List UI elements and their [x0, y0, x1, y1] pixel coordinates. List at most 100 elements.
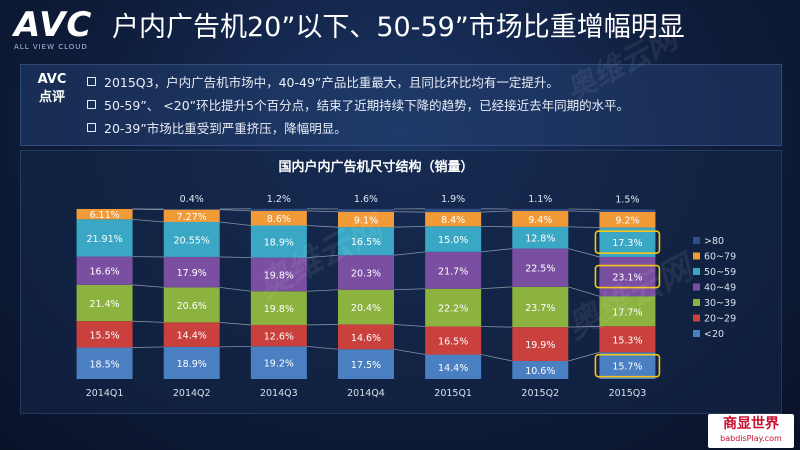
data-label: 23.1%	[612, 273, 642, 284]
footer-logo-main: 商显世界	[723, 416, 779, 432]
data-label: 15.5%	[89, 330, 119, 341]
x-tick-label: 2015Q3	[609, 388, 647, 399]
data-label: 7.27%	[177, 212, 207, 223]
legend-label: 50~59	[704, 267, 736, 278]
legend-label: <20	[704, 329, 724, 340]
bar-segment	[512, 286, 569, 328]
bar-segment	[512, 209, 569, 211]
connector-line	[306, 289, 339, 292]
data-label: 15.3%	[612, 335, 642, 346]
bar-segment	[512, 360, 569, 379]
bar-segment	[338, 255, 394, 290]
data-label: 8.4%	[441, 215, 465, 226]
x-tick-label: 2014Q2	[173, 388, 211, 399]
bar-segment	[163, 208, 220, 210]
data-label: 18.5%	[89, 359, 119, 370]
footer-logo-sub: babdisPlay.com	[720, 434, 782, 443]
connector-line	[393, 324, 426, 327]
data-label: 16.5%	[438, 336, 468, 347]
bar-segment	[163, 287, 220, 323]
bar-segment	[599, 256, 656, 297]
data-label: 20.4%	[351, 303, 381, 314]
connector-line	[132, 284, 164, 288]
data-label: 21.91%	[86, 234, 122, 245]
bar-segment	[512, 248, 569, 287]
connector-line	[219, 221, 251, 226]
connector-line	[481, 225, 513, 228]
data-label: 19.8%	[264, 270, 294, 281]
comment-bullet: 2015Q3，户内广告机市场中，40-49”产品比重最大，且同比环比均有一定提升…	[87, 71, 777, 94]
x-tick-label: 2014Q3	[260, 388, 298, 399]
comment-box: AVC 点评 2015Q3，户内广告机市场中，40-49”产品比重最大，且同比环…	[20, 64, 782, 146]
bar-segment	[599, 352, 656, 379]
bar-segment	[250, 346, 307, 379]
bar-segment	[425, 288, 482, 327]
bar-segment	[512, 210, 569, 227]
connector-line	[568, 325, 600, 328]
connector-line	[568, 351, 600, 362]
data-label: 23.7%	[525, 303, 555, 314]
bar-segment	[338, 209, 394, 212]
data-label: 17.7%	[612, 307, 642, 318]
data-label: 19.2%	[264, 359, 294, 370]
footer-logo: 商显世界 babdisPlay.com	[708, 414, 794, 448]
bar-segment	[338, 324, 394, 350]
data-label: 8.6%	[267, 214, 291, 225]
connector-line	[306, 254, 339, 259]
data-label: 22.5%	[525, 264, 555, 275]
data-label: 16.5%	[351, 237, 381, 248]
connector-line	[132, 346, 164, 348]
data-label: 15.0%	[438, 235, 468, 246]
bar-segment	[338, 211, 394, 228]
connector-line	[306, 225, 339, 228]
comment-label-avc: AVC	[37, 72, 67, 87]
data-label: 1.1%	[528, 194, 552, 205]
bar-segment	[338, 349, 394, 379]
data-label: 22.2%	[438, 304, 468, 315]
bar-segment	[599, 211, 656, 228]
connector-line	[219, 209, 251, 212]
data-label: 20.6%	[177, 301, 207, 312]
bar-segment	[163, 322, 220, 347]
logo-subtitle: ALL VIEW CLOUD	[14, 43, 88, 51]
bullet-text: 50-59”、 <20”环比提升5个百分点，结束了近期持续下降的趋势，已经接近去…	[104, 98, 630, 113]
data-label: 1.2%	[267, 194, 291, 205]
data-label: 9.2%	[615, 216, 639, 227]
connector-line	[306, 345, 339, 350]
chart-title: 国内户内广告机尺寸结构（销量）	[278, 159, 473, 175]
connector-line	[306, 324, 339, 326]
bar-segment	[599, 209, 656, 212]
highlight-box	[594, 264, 661, 289]
bar-segment	[599, 326, 656, 353]
connector-line	[393, 225, 426, 228]
x-tick-label: 2015Q2	[521, 388, 559, 399]
data-label: 1.5%	[615, 194, 639, 205]
comment-bullet: 20-39”市场比重受到严重挤压，降幅明显。	[87, 117, 777, 140]
legend-label: 30~39	[704, 298, 736, 309]
bar-segment	[512, 327, 569, 361]
bar-segment	[163, 222, 220, 257]
chart-panel: 国内户内广告机尺寸结构（销量） 18.5% 18.9% 19.2% 17.5% 14.4%…	[20, 150, 782, 414]
bar-segment	[599, 296, 656, 327]
bullet-text: 2015Q3，户内广告机市场中，40-49”产品比重最大，且同比环比均有一定提升…	[104, 75, 559, 90]
legend-label: >80	[704, 236, 724, 247]
bar-segment	[425, 208, 482, 213]
connector-line	[568, 248, 600, 258]
bullet-square-icon	[87, 77, 96, 86]
data-label: 14.4%	[177, 331, 207, 342]
connector-line	[481, 354, 513, 362]
legend-label: 40~49	[704, 283, 736, 294]
highlight-box	[594, 353, 661, 378]
legend-label: 60~79	[704, 252, 736, 263]
bar-segment	[76, 208, 133, 220]
data-label: 9.1%	[354, 215, 378, 226]
data-label: 0.4%	[180, 194, 204, 205]
avc-logo: AVC ALL VIEW CLOUD	[14, 8, 104, 56]
legend-swatch	[693, 252, 700, 260]
data-label: 19.9%	[525, 340, 555, 351]
connector-line	[132, 320, 164, 323]
data-label: 10.6%	[525, 366, 555, 377]
bar-segment	[512, 226, 569, 249]
data-label: 20.3%	[351, 268, 381, 279]
highlight-box	[594, 230, 661, 255]
